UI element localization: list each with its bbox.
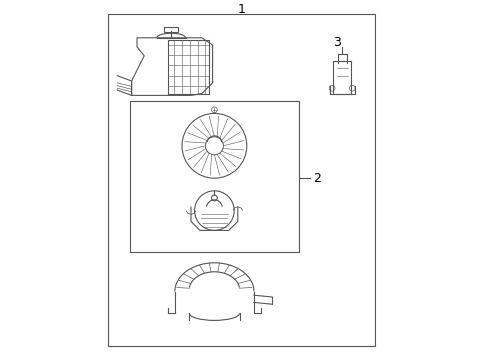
Bar bbox=[108, 14, 374, 346]
Bar bbox=[164, 27, 178, 32]
Bar bbox=[130, 101, 299, 252]
Text: 1: 1 bbox=[238, 3, 245, 15]
Bar bbox=[333, 61, 351, 94]
Text: 2: 2 bbox=[314, 172, 321, 185]
Text: 3: 3 bbox=[333, 36, 341, 49]
